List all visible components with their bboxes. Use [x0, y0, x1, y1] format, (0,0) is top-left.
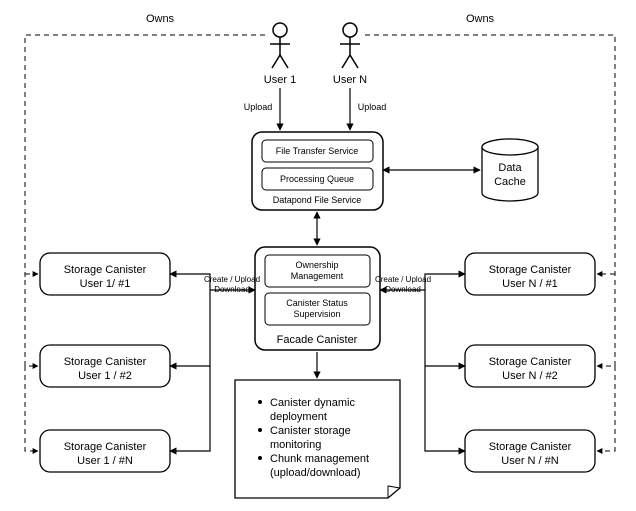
svg-text:Storage Canister: Storage Canister: [489, 356, 572, 368]
note-line-0: Canister dynamic: [270, 397, 355, 409]
file-service-title: Datapond File Service: [273, 195, 362, 205]
svg-text:User 1 / #2: User 1 / #2: [78, 370, 132, 382]
upload-label-2: Upload: [358, 102, 387, 112]
svg-text:User N / #N: User N / #N: [501, 455, 559, 467]
data-cache-label-1: Data: [498, 162, 522, 174]
ownership-label-1: Ownership: [295, 260, 338, 270]
facade-title: Facade Canister: [277, 334, 358, 346]
svg-text:Storage Canister: Storage Canister: [489, 441, 572, 453]
owns-right-label: Owns: [466, 13, 495, 25]
data-cache-label-2: Cache: [494, 176, 526, 188]
storage-left-3: Storage Canister User 1 / #N: [40, 430, 170, 472]
processing-queue-label: Processing Queue: [280, 174, 354, 184]
note-line-1: deployment: [270, 411, 327, 423]
note-line-4: Chunk management: [270, 453, 369, 465]
storage-right-1: Storage Canister User N / #1: [465, 253, 595, 295]
user-1-icon: [270, 23, 290, 68]
svg-text:User N / #1: User N / #1: [502, 278, 558, 290]
own-left-3: [25, 366, 38, 451]
svg-text:Storage Canister: Storage Canister: [64, 356, 147, 368]
svg-text:Storage Canister: Storage Canister: [64, 264, 147, 276]
user-n-icon: [340, 23, 360, 68]
edge-label-right-1: Create / Upload: [375, 275, 431, 284]
storage-left-2: Storage Canister User 1 / #2: [40, 345, 170, 387]
own-right-3: [597, 366, 615, 451]
ownership-label-2: Management: [291, 271, 344, 281]
own-left-2: [25, 280, 38, 366]
file-transfer-label: File Transfer Service: [276, 146, 359, 156]
user-n-label: User N: [333, 74, 367, 86]
svg-text:Storage Canister: Storage Canister: [64, 441, 147, 453]
storage-right-2: Storage Canister User N / #2: [465, 345, 595, 387]
storage-left-1: Storage Canister User 1/ #1: [40, 253, 170, 295]
svg-text:User 1 / #N: User 1 / #N: [77, 455, 133, 467]
user-1-label: User 1: [264, 74, 296, 86]
upload-label-1: Upload: [244, 102, 273, 112]
svg-text:Storage Canister: Storage Canister: [489, 264, 572, 276]
storage-right-3: Storage Canister User N / #N: [465, 430, 595, 472]
owns-left-label: Owns: [146, 13, 175, 25]
edge-label-left-2: Download: [214, 285, 250, 294]
supervision-label-1: Canister Status: [286, 298, 348, 308]
note-line-5: (upload/download): [270, 467, 361, 479]
own-right-2: [597, 280, 615, 366]
note-line-3: monitoring: [270, 439, 321, 451]
svg-text:User N / #2: User N / #2: [502, 370, 558, 382]
edge-label-left-1: Create / Upload: [204, 275, 260, 284]
edge-label-right-2: Download: [385, 285, 421, 294]
note-line-2: Canister storage: [270, 425, 351, 437]
supervision-label-2: Supervision: [293, 309, 340, 319]
svg-text:User 1/ #1: User 1/ #1: [80, 278, 131, 290]
